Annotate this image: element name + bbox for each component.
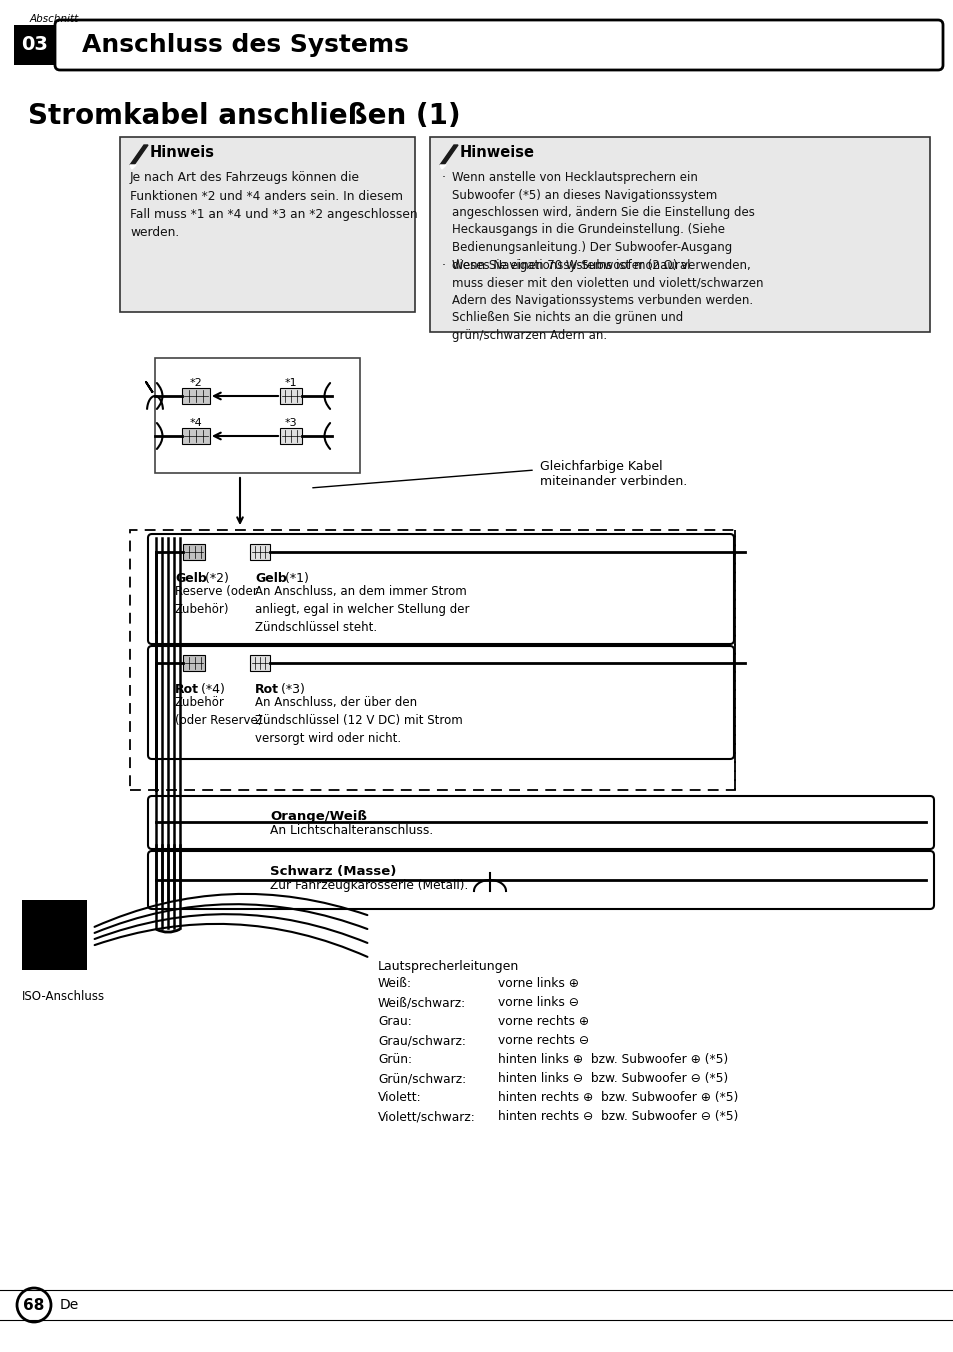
Text: hinten links ⊕  bzw. Subwoofer ⊕ (*5): hinten links ⊕ bzw. Subwoofer ⊕ (*5) [497, 1053, 727, 1065]
Text: Schwarz (Masse): Schwarz (Masse) [270, 865, 395, 877]
Text: *3: *3 [284, 418, 297, 429]
Text: vorne rechts ⊖: vorne rechts ⊖ [497, 1034, 589, 1046]
Text: Grau:: Grau: [377, 1015, 412, 1028]
Text: Grün:: Grün: [377, 1053, 412, 1065]
Polygon shape [130, 145, 148, 165]
Text: Anschluss des Systems: Anschluss des Systems [82, 32, 409, 57]
Bar [183, 654, 205, 671]
Bar [250, 544, 270, 560]
Text: Wenn Sie einen 70 W-Subwoofer (2 Ω) verwenden,
muss dieser mit den violetten und: Wenn Sie einen 70 W-Subwoofer (2 Ω) verw… [452, 260, 762, 342]
Text: Weiß/schwarz:: Weiß/schwarz: [377, 996, 466, 1009]
Text: Abschnitt: Abschnitt [30, 14, 79, 24]
Text: Rot: Rot [174, 683, 199, 696]
Bar [183, 544, 205, 560]
Text: An Anschluss, an dem immer Strom
anliegt, egal in welcher Stellung der
Zündschlü: An Anschluss, an dem immer Strom anliegt… [254, 585, 469, 634]
Text: Orange/Weiß: Orange/Weiß [270, 810, 367, 823]
Text: (*2): (*2) [201, 572, 229, 585]
Text: An Lichtschalteranschluss.: An Lichtschalteranschluss. [270, 823, 433, 837]
Text: Gleichfarbige Kabel
miteinander verbinden.: Gleichfarbige Kabel miteinander verbinde… [539, 460, 686, 488]
Text: hinten rechts ⊕  bzw. Subwoofer ⊕ (*5): hinten rechts ⊕ bzw. Subwoofer ⊕ (*5) [497, 1091, 738, 1105]
Text: Grau/schwarz:: Grau/schwarz: [377, 1034, 465, 1046]
Text: *1: *1 [284, 379, 297, 388]
Text: An Anschluss, der über den
Zündschlüssel (12 V DC) mit Strom
versorgt wird oder : An Anschluss, der über den Zündschlüssel… [254, 696, 462, 745]
Text: vorne links ⊕: vorne links ⊕ [497, 977, 578, 990]
Text: vorne rechts ⊕: vorne rechts ⊕ [497, 1015, 589, 1028]
Text: ·: · [441, 170, 446, 184]
Text: 68: 68 [23, 1298, 45, 1313]
Bar [280, 388, 302, 404]
FancyBboxPatch shape [55, 20, 942, 70]
Text: De: De [60, 1298, 79, 1311]
Text: Stromkabel anschließen (1): Stromkabel anschließen (1) [28, 101, 460, 130]
Text: Weiß:: Weiß: [377, 977, 412, 990]
Text: hinten rechts ⊖  bzw. Subwoofer ⊖ (*5): hinten rechts ⊖ bzw. Subwoofer ⊖ (*5) [497, 1110, 738, 1124]
Text: Zur Fahrzeugkarosserie (Metall).: Zur Fahrzeugkarosserie (Metall). [270, 879, 468, 892]
Bar [130, 530, 734, 790]
Text: hinten links ⊖  bzw. Subwoofer ⊖ (*5): hinten links ⊖ bzw. Subwoofer ⊖ (*5) [497, 1072, 727, 1086]
Text: Gelb: Gelb [254, 572, 287, 585]
Bar [14, 24, 56, 65]
Text: (*1): (*1) [281, 572, 309, 585]
Text: *4: *4 [190, 418, 202, 429]
Text: Gelb: Gelb [174, 572, 207, 585]
Text: Rot: Rot [254, 683, 278, 696]
Polygon shape [130, 165, 136, 169]
Text: Grün/schwarz:: Grün/schwarz: [377, 1072, 466, 1086]
Bar [430, 137, 929, 333]
Text: Lautsprecherleitungen: Lautsprecherleitungen [377, 960, 518, 973]
Text: Reserve (oder
Zubehör): Reserve (oder Zubehör) [174, 585, 257, 617]
Text: Hinweis: Hinweis [150, 145, 214, 160]
Text: vorne links ⊖: vorne links ⊖ [497, 996, 578, 1009]
Text: 03: 03 [22, 35, 49, 54]
Text: Je nach Art des Fahrzeugs können die
Funktionen *2 und *4 anders sein. In diesem: Je nach Art des Fahrzeugs können die Fun… [130, 170, 417, 239]
Bar [154, 358, 359, 473]
Bar [280, 429, 302, 443]
Text: *2: *2 [190, 379, 202, 388]
Polygon shape [439, 145, 457, 165]
Text: Wenn anstelle von Hecklautsprechern ein
Subwoofer (*5) an dieses Navigationssyst: Wenn anstelle von Hecklautsprechern ein … [452, 170, 754, 272]
Text: (*3): (*3) [276, 683, 305, 696]
Text: Violett:: Violett: [377, 1091, 421, 1105]
Bar [120, 137, 415, 312]
Text: ISO-Anschluss: ISO-Anschluss [22, 990, 105, 1003]
Bar [22, 900, 87, 969]
Bar [182, 388, 210, 404]
Text: Violett/schwarz:: Violett/schwarz: [377, 1110, 476, 1124]
Text: (*4): (*4) [196, 683, 225, 696]
Text: ·: · [441, 260, 446, 272]
Bar [182, 429, 210, 443]
Text: Hinweise: Hinweise [459, 145, 535, 160]
Text: Zubehör
(oder Reserve): Zubehör (oder Reserve) [174, 696, 262, 727]
Polygon shape [439, 165, 446, 169]
Bar [250, 654, 270, 671]
